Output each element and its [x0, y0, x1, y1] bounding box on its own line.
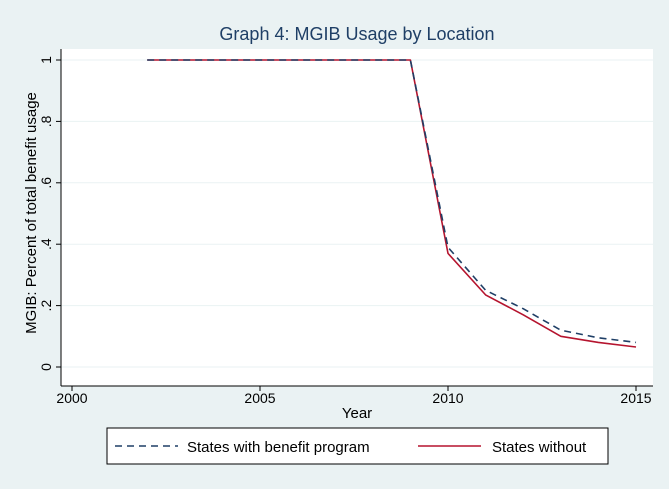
x-tick-label-3: 2015 — [620, 390, 651, 406]
y-tick-label-1: .2 — [38, 300, 54, 312]
legend-label-without: States without — [492, 439, 587, 456]
series-group — [147, 59, 637, 348]
chart-title: Graph 4: MGIB Usage by Location — [219, 24, 494, 44]
y-axis-title: MGIB: Percent of total benefit usage — [23, 92, 40, 334]
legend-label-benefit-program: States with benefit program — [187, 439, 370, 456]
y-tick-label-2: .4 — [38, 238, 54, 250]
x-tick-label-1: 2005 — [244, 390, 275, 406]
y-tick-label-5: 1 — [38, 56, 54, 64]
y-tick-label-4: .8 — [38, 115, 54, 127]
y-tick-label-0: 0 — [38, 363, 54, 371]
x-tick-label-0: 2000 — [56, 390, 87, 406]
series-line-benefit-program — [147, 59, 637, 344]
y-ticks: 0 .2 .4 .6 .8 1 — [38, 56, 61, 371]
x-ticks: 2000 2005 2010 2015 — [56, 386, 652, 406]
plot-area — [61, 49, 653, 386]
x-tick-label-2: 2010 — [432, 390, 463, 406]
legend-box — [106, 427, 609, 465]
x-axis-title: Year — [342, 405, 372, 422]
y-tick-label-3: .6 — [38, 177, 54, 189]
